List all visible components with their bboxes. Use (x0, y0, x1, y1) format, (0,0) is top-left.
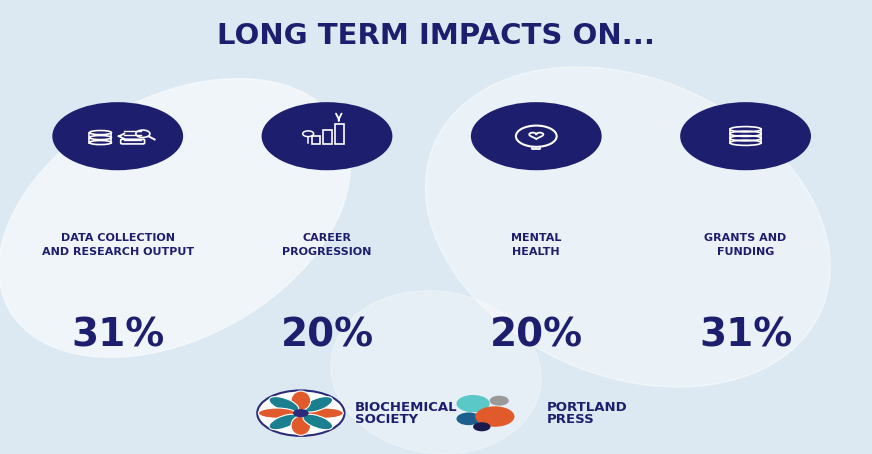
Circle shape (475, 406, 514, 427)
Text: LONG TERM IMPACTS ON...: LONG TERM IMPACTS ON... (217, 22, 655, 50)
Text: GRANTS AND
FUNDING: GRANTS AND FUNDING (705, 233, 787, 257)
Text: CAREER
PROGRESSION: CAREER PROGRESSION (283, 233, 371, 257)
Ellipse shape (291, 391, 310, 410)
Polygon shape (426, 67, 830, 387)
Circle shape (257, 390, 344, 436)
Ellipse shape (258, 408, 296, 418)
Circle shape (471, 102, 602, 170)
Text: 31%: 31% (699, 317, 792, 355)
Circle shape (52, 102, 183, 170)
Ellipse shape (269, 414, 299, 429)
Polygon shape (330, 291, 542, 454)
Circle shape (293, 409, 309, 417)
Text: MENTAL
HEALTH: MENTAL HEALTH (511, 233, 562, 257)
Text: 20%: 20% (281, 317, 373, 355)
Circle shape (680, 102, 811, 170)
Bar (311, 136, 320, 144)
Circle shape (262, 102, 392, 170)
Ellipse shape (269, 397, 299, 412)
Text: BIOCHEMICAL: BIOCHEMICAL (355, 401, 458, 414)
Text: PRESS: PRESS (547, 413, 595, 425)
Ellipse shape (303, 414, 332, 429)
Circle shape (457, 395, 490, 412)
Text: 20%: 20% (490, 317, 582, 355)
Bar (335, 124, 344, 144)
Circle shape (473, 422, 490, 431)
Text: SOCIETY: SOCIETY (355, 413, 418, 425)
Polygon shape (0, 79, 350, 357)
Ellipse shape (303, 397, 332, 412)
Text: PORTLAND: PORTLAND (547, 401, 628, 414)
Bar (324, 130, 332, 144)
Circle shape (457, 412, 481, 425)
Text: DATA COLLECTION
AND RESEARCH OUTPUT: DATA COLLECTION AND RESEARCH OUTPUT (42, 233, 194, 257)
Text: 31%: 31% (72, 317, 164, 355)
Ellipse shape (306, 408, 344, 418)
Circle shape (489, 395, 508, 406)
Ellipse shape (291, 416, 310, 435)
